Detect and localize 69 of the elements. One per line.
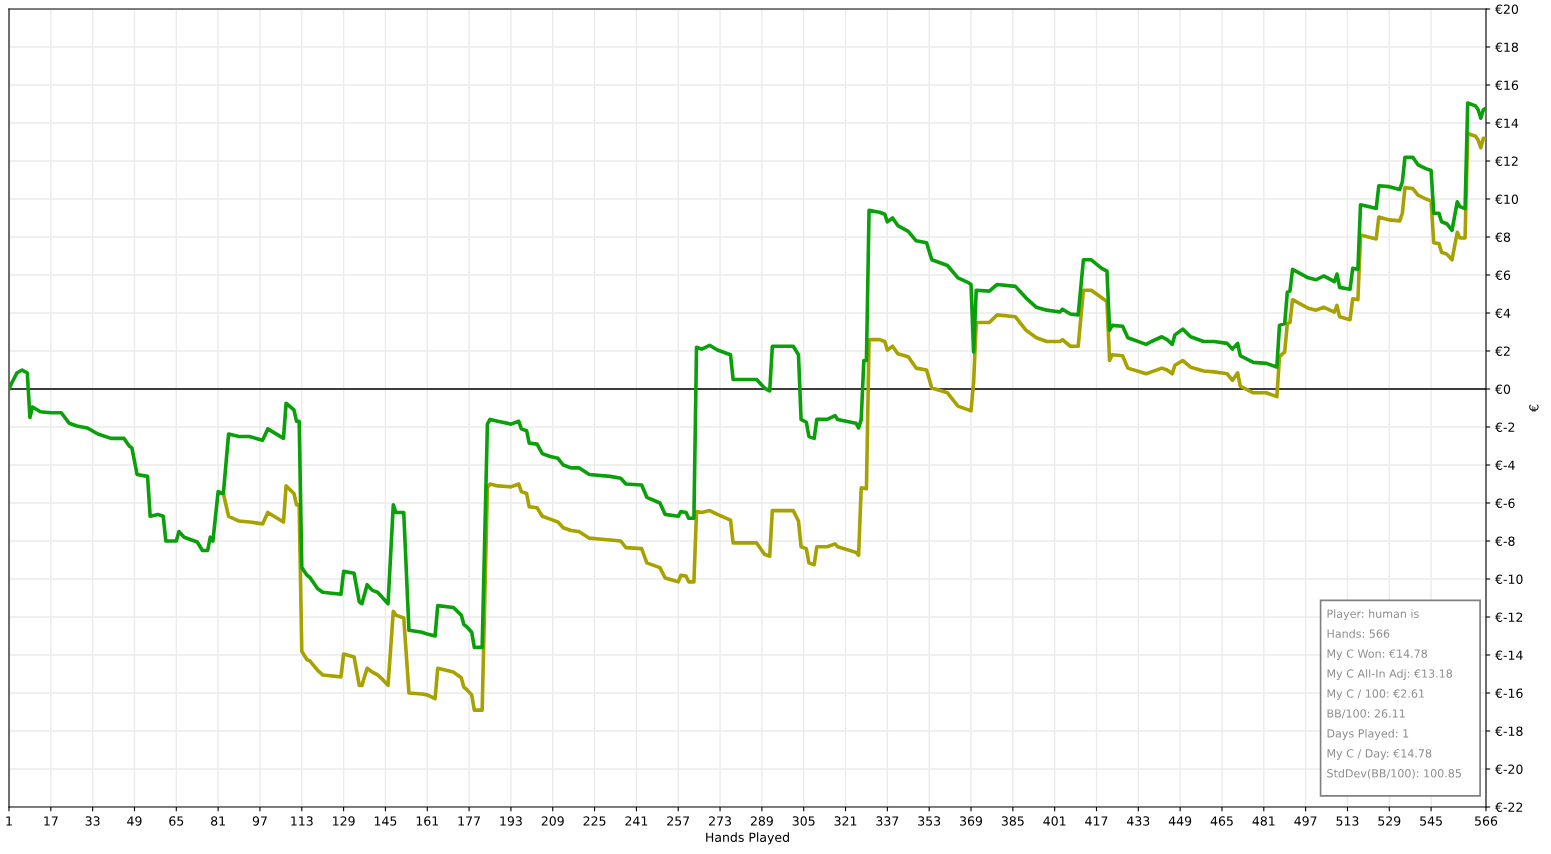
x-tick-label: 1 [6,816,12,826]
annotation: My C / Day: €14.78 [1327,749,1432,760]
y-tick-label: €14 [1495,118,1519,128]
y-tick-label: €-16 [1495,688,1523,698]
x-tick-label: 465 [1210,816,1233,826]
x-tick-label: 545 [1420,816,1442,826]
y-tick-label: €-20 [1495,764,1523,774]
x-tick-label: 129 [333,816,355,826]
y-tick-label: €-8 [1495,536,1515,546]
x-tick-label: 497 [1294,816,1317,826]
x-tick-label: 353 [918,816,941,826]
x-tick-label: 17 [44,816,58,826]
x-tick-label: 33 [85,816,100,826]
x-tick-label: 177 [458,816,480,826]
y-tick-label: €-22 [1495,802,1523,812]
x-tick-label: 145 [374,816,397,826]
x-tick-label: 289 [750,816,773,826]
annotation: BB/100: 26.11 [1327,709,1405,719]
annotation: StdDev(BB/100): 100.85 [1327,768,1461,779]
x-tick-label: 433 [1127,816,1150,826]
y-tick-label: €10 [1495,194,1519,204]
y-tick-label: €-2 [1495,422,1515,432]
x-tick-label: 209 [541,816,564,826]
x-tick-label: 385 [1001,816,1024,826]
y-tick-label: €-6 [1495,498,1515,508]
annotation: My C / 100: €2.61 [1327,689,1425,700]
y-tick-label: €8 [1495,232,1511,242]
x-tick-label: 369 [960,816,983,826]
x-tick-label: 513 [1336,816,1359,826]
x-tick-label: 161 [416,816,439,826]
y-tick-label: €-18 [1495,726,1523,736]
x-tick-label: 401 [1043,816,1066,826]
y-tick-label: €0 [1495,384,1511,394]
x-tick-label: 97 [252,816,267,826]
x-tick-label: 81 [211,816,225,826]
x-tick-label: 257 [667,816,690,826]
y-tick-label: €2 [1495,346,1510,356]
x-tick-label: 193 [500,816,522,826]
annotation: Player: human is [1327,609,1419,621]
annotation: My C Won: €14.78 [1327,649,1428,660]
y-tick-label: €4 [1495,308,1511,318]
x-tick-label: 305 [792,816,815,826]
annotation: Hands: 566 [1327,629,1390,638]
x-tick-label: 566 [1475,816,1498,826]
x-tick-label: 65 [169,816,184,826]
annotation: Days Played: 1 [1327,729,1409,740]
y-axis-title: € [1529,404,1539,412]
x-tick-label: 113 [291,816,313,826]
x-tick-label: 449 [1168,816,1192,826]
y-tick-label: €16 [1495,80,1519,90]
x-axis-title: Hands Played [706,832,789,845]
x-tick-label: 49 [127,816,142,826]
y-tick-label: €6 [1495,270,1511,280]
x-tick-label: 417 [1085,816,1108,826]
y-tick-label: €18 [1495,42,1519,52]
x-tick-label: 225 [583,816,606,826]
y-tick-label: €12 [1495,156,1518,166]
x-tick-label: 273 [709,816,731,826]
x-tick-label: 241 [625,816,648,826]
x-tick-label: 481 [1252,816,1275,826]
annotation: My C All-In Adj: €13.18 [1327,669,1453,680]
y-tick-label: €20 [1495,4,1519,14]
y-tick-label: €-12 [1495,612,1523,622]
x-tick-label: 529 [1378,816,1401,826]
x-tick-label: 321 [834,816,857,826]
y-tick-label: €-4 [1495,460,1515,470]
y-tick-label: €-10 [1495,574,1523,584]
y-tick-label: €-14 [1495,650,1523,660]
x-tick-label: 337 [876,816,899,826]
